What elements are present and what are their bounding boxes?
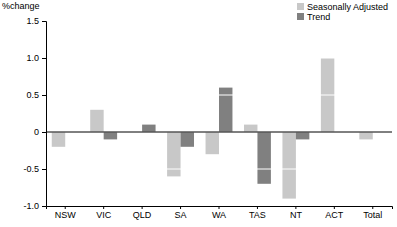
y-tick: -0.5 — [23, 164, 46, 174]
legend: Seasonally AdjustedTrend — [297, 2, 388, 22]
y-axis: -1.0 -0.5 0 0.5 1.0 1.5 — [23, 16, 46, 211]
zero-line — [46, 132, 392, 133]
bar — [244, 125, 257, 132]
grid-line — [46, 95, 392, 96]
bar — [257, 132, 270, 184]
x-tick: VIC — [96, 206, 112, 220]
y-tick-label: -0.5 — [23, 164, 39, 174]
y-tick-label: 1.5 — [26, 16, 39, 26]
x-tick-mark — [180, 206, 181, 209]
y-tick: -1.0 — [23, 201, 46, 211]
bars — [52, 58, 373, 199]
bar — [181, 132, 194, 147]
y-tick-mark — [42, 95, 46, 96]
x-tick-label: SA — [175, 210, 187, 220]
y-axis-line — [42, 22, 47, 207]
y-axis-title: %change — [2, 1, 40, 11]
y-tick-label: 0.5 — [26, 90, 39, 100]
y-tick-label: 1.0 — [26, 53, 39, 63]
x-tick-mark — [65, 206, 66, 209]
x-tick-label: NT — [290, 210, 302, 220]
chart: -1.0 -0.5 0 0.5 1.0 1.5 NSW VIC QLD SA WA TAS NT ACT T… — [0, 0, 397, 227]
bar — [206, 132, 219, 154]
x-tick: WA — [212, 206, 226, 220]
bar — [296, 132, 309, 139]
x-tick-label: NSW — [55, 210, 77, 220]
grid-line — [46, 21, 392, 22]
bar — [282, 132, 295, 199]
legend-swatch — [297, 3, 304, 10]
x-tick-label: QLD — [133, 210, 152, 220]
y-tick-mark — [42, 206, 46, 207]
x-tick-mark — [334, 206, 335, 209]
x-tick-mark — [257, 206, 258, 209]
y-tick-label: 0 — [34, 127, 39, 137]
bar — [142, 125, 155, 132]
x-tick-mark — [142, 206, 143, 209]
bar — [219, 88, 232, 132]
y-tick: 1.5 — [26, 16, 46, 26]
bar — [167, 132, 180, 176]
legend-label: Seasonally Adjusted — [307, 2, 388, 12]
y-tick-mark — [42, 21, 46, 22]
x-tick-mark — [103, 206, 104, 209]
y-tick-mark — [42, 132, 46, 133]
bar — [90, 110, 103, 132]
y-tick-label: -1.0 — [23, 201, 39, 211]
x-axis-line — [47, 207, 393, 210]
x-tick: NT — [290, 206, 302, 220]
x-tick: NSW — [55, 206, 77, 220]
grid-line — [46, 58, 392, 59]
grid-line — [46, 169, 392, 170]
bar — [52, 132, 65, 147]
x-tick-mark — [219, 206, 220, 209]
x-tick-label: ACT — [325, 210, 344, 220]
y-tick: 0 — [34, 127, 46, 137]
x-tick-label: Total — [363, 210, 382, 220]
y-tick: 0.5 — [26, 90, 46, 100]
x-tick: SA — [175, 206, 187, 220]
bar — [104, 132, 117, 139]
y-tick: 1.0 — [26, 53, 46, 63]
x-tick-mark — [372, 206, 373, 209]
x-tick-label: TAS — [249, 210, 266, 220]
grid-line — [46, 132, 392, 133]
x-tick-label: VIC — [96, 210, 112, 220]
y-tick-mark — [42, 169, 46, 170]
x-tick-mark — [295, 206, 296, 209]
legend-label: Trend — [307, 12, 330, 22]
x-tick-label: WA — [212, 210, 226, 220]
bar — [359, 132, 372, 139]
legend-swatch — [297, 13, 304, 20]
y-tick-mark — [42, 58, 46, 59]
x-tick: Total — [363, 206, 382, 220]
x-tick: ACT — [325, 206, 344, 220]
grid — [46, 21, 392, 206]
x-axis: NSW VIC QLD SA WA TAS NT ACT Total — [47, 206, 393, 220]
x-tick: TAS — [249, 206, 266, 220]
x-tick: QLD — [133, 206, 152, 220]
